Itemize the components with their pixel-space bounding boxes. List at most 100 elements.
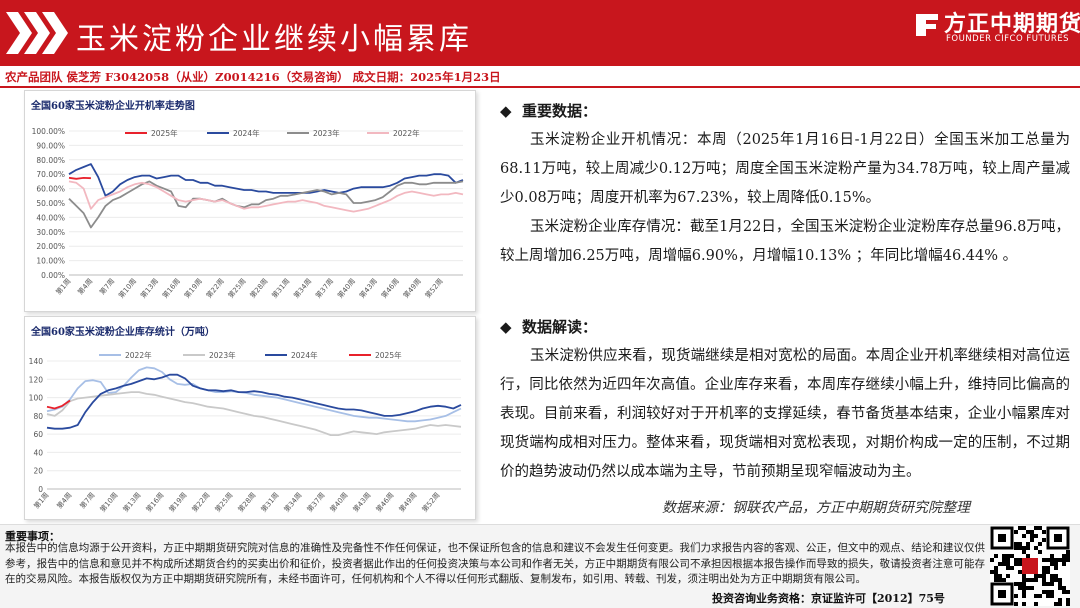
x-tick-label: 第46周 (379, 277, 401, 300)
qr-module (1058, 582, 1062, 586)
chart-inventory: 全国60家玉米淀粉企业库存统计（万吨） 0 20 40 60 80 100 120 140 第1… (24, 316, 476, 520)
x-tick-label: 第37周 (305, 491, 327, 514)
x-tick-label: 第19周 (167, 491, 189, 514)
qr-module (1030, 586, 1034, 590)
qr-module (1046, 558, 1050, 562)
y-tick-label: 10.00% (36, 257, 65, 266)
x-tick-label: 第31周 (259, 491, 281, 514)
x-tick-label: 第16周 (160, 277, 182, 300)
disclaimer-body: 本报告中的信息均源于公开资料，方正中期期货研究院对信息的准确性及完备性不作任何保… (5, 542, 985, 585)
header-bar: 玉米淀粉企业继续小幅累库 方正中期期货 FOUNDER CIFCO FUTURE… (0, 0, 1080, 66)
series-line-2022年 (46, 366, 462, 423)
x-tick-label: 第49周 (397, 491, 419, 514)
key-data-paragraph-2: 玉米淀粉企业库存情况：截至1月22日，全国玉米淀粉企业淀粉库存总量96.8万吨，… (500, 219, 1070, 264)
legend-label: 2024年 (233, 128, 260, 138)
qr-module (1042, 538, 1046, 542)
x-tick-label: 第13周 (121, 491, 143, 514)
qr-module (1022, 534, 1026, 538)
qr-module (1014, 594, 1018, 598)
qr-module (1050, 594, 1054, 598)
qr-module (994, 570, 998, 574)
x-tick-label: 第43周 (357, 277, 379, 300)
x-tick-label: 第10周 (117, 277, 139, 300)
qr-module (1022, 526, 1026, 530)
qr-module (998, 578, 1002, 582)
series-line-2023年 (68, 180, 464, 229)
qr-module (1050, 562, 1054, 566)
qr-module (998, 562, 1002, 566)
qr-finder (990, 526, 1014, 550)
qr-module (1022, 582, 1026, 586)
qr-module (1022, 590, 1026, 594)
chevron-arrows-icon (6, 12, 68, 54)
qr-module (1034, 602, 1038, 606)
y-tick-label: 60.00% (36, 185, 65, 194)
chart-inventory-svg: 020406080100120140第1周 第4周 第7周 第10周 第13周 第16周第… (29, 350, 462, 514)
qr-module (1022, 602, 1026, 606)
qr-module (1038, 542, 1042, 546)
qr-module (1026, 546, 1030, 550)
qr-module (1022, 574, 1026, 578)
qr-module (1062, 558, 1066, 562)
qr-module (1026, 554, 1030, 558)
brand-name: 方正中期期货 (944, 12, 1080, 37)
x-tick-label: 第10周 (98, 491, 120, 514)
qr-module (1046, 594, 1050, 598)
qr-module (1014, 542, 1018, 546)
qr-module (1014, 530, 1018, 534)
brand-logo-icon (916, 14, 938, 36)
x-tick-label: 第22周 (190, 491, 212, 514)
qr-finder-center (998, 534, 1006, 542)
qr-module (1022, 586, 1026, 590)
license-text: 投资咨询业务资格：京证监许可【2012】75号 (712, 592, 945, 605)
y-tick-label: 30.00% (36, 228, 65, 237)
y-tick-label: 40.00% (36, 213, 65, 222)
x-tick-label: 第52周 (423, 277, 445, 300)
x-tick-label: 第46周 (374, 491, 396, 514)
qr-module (1050, 582, 1054, 586)
qr-module (1006, 554, 1010, 558)
qr-finder-center (1054, 534, 1062, 542)
qr-module (1018, 586, 1022, 590)
qr-module (1014, 602, 1018, 606)
x-tick-label: 第28周 (236, 491, 258, 514)
qr-module (1042, 574, 1046, 578)
diamond-bullet-icon: ◆ (500, 102, 512, 120)
x-tick-label: 第37周 (314, 277, 336, 300)
qr-module (1034, 526, 1038, 530)
series-line-2024年 (46, 373, 462, 430)
qr-finder-center (998, 590, 1006, 598)
series-line-2024年 (68, 163, 464, 197)
qr-module (1010, 554, 1014, 558)
x-tick-label: 第25周 (213, 491, 235, 514)
qr-module (1046, 566, 1050, 570)
y-tick-label: 60 (33, 430, 43, 439)
analysis-section: ◆ 数据解读： 玉米淀粉供应来看，现货端继续是相对宽松的局面。本周企业开机率继续… (500, 313, 1070, 487)
qr-module (1038, 574, 1042, 578)
qr-module (1042, 578, 1046, 582)
qr-module (1026, 530, 1030, 534)
qr-module (1018, 570, 1022, 574)
qr-module (1066, 550, 1070, 554)
qr-module (994, 578, 998, 582)
x-tick-label: 第34周 (282, 491, 304, 514)
qr-module (1034, 594, 1038, 598)
qr-module (1014, 582, 1018, 586)
qr-module (1018, 582, 1022, 586)
x-tick-label: 第4周 (76, 277, 95, 297)
qr-module (1038, 550, 1042, 554)
qr-module (1022, 546, 1026, 550)
qr-module (1038, 594, 1042, 598)
qr-module (1030, 530, 1034, 534)
y-tick-label: 100 (29, 394, 44, 403)
qr-module (1002, 558, 1006, 562)
qr-module (1062, 554, 1066, 558)
qr-module (994, 566, 998, 570)
qr-module (1030, 534, 1034, 538)
x-tick-label: 第4周 (55, 491, 74, 511)
qr-code-icon[interactable] (990, 526, 1070, 606)
qr-module (1066, 602, 1070, 606)
x-tick-label: 第34周 (292, 277, 314, 300)
analysis-paragraph: 玉米淀粉供应来看，现货端继续是相对宽松的局面。本周企业开机率继续相对高位运行，同… (500, 348, 1070, 480)
legend-label: 2025年 (151, 128, 178, 138)
